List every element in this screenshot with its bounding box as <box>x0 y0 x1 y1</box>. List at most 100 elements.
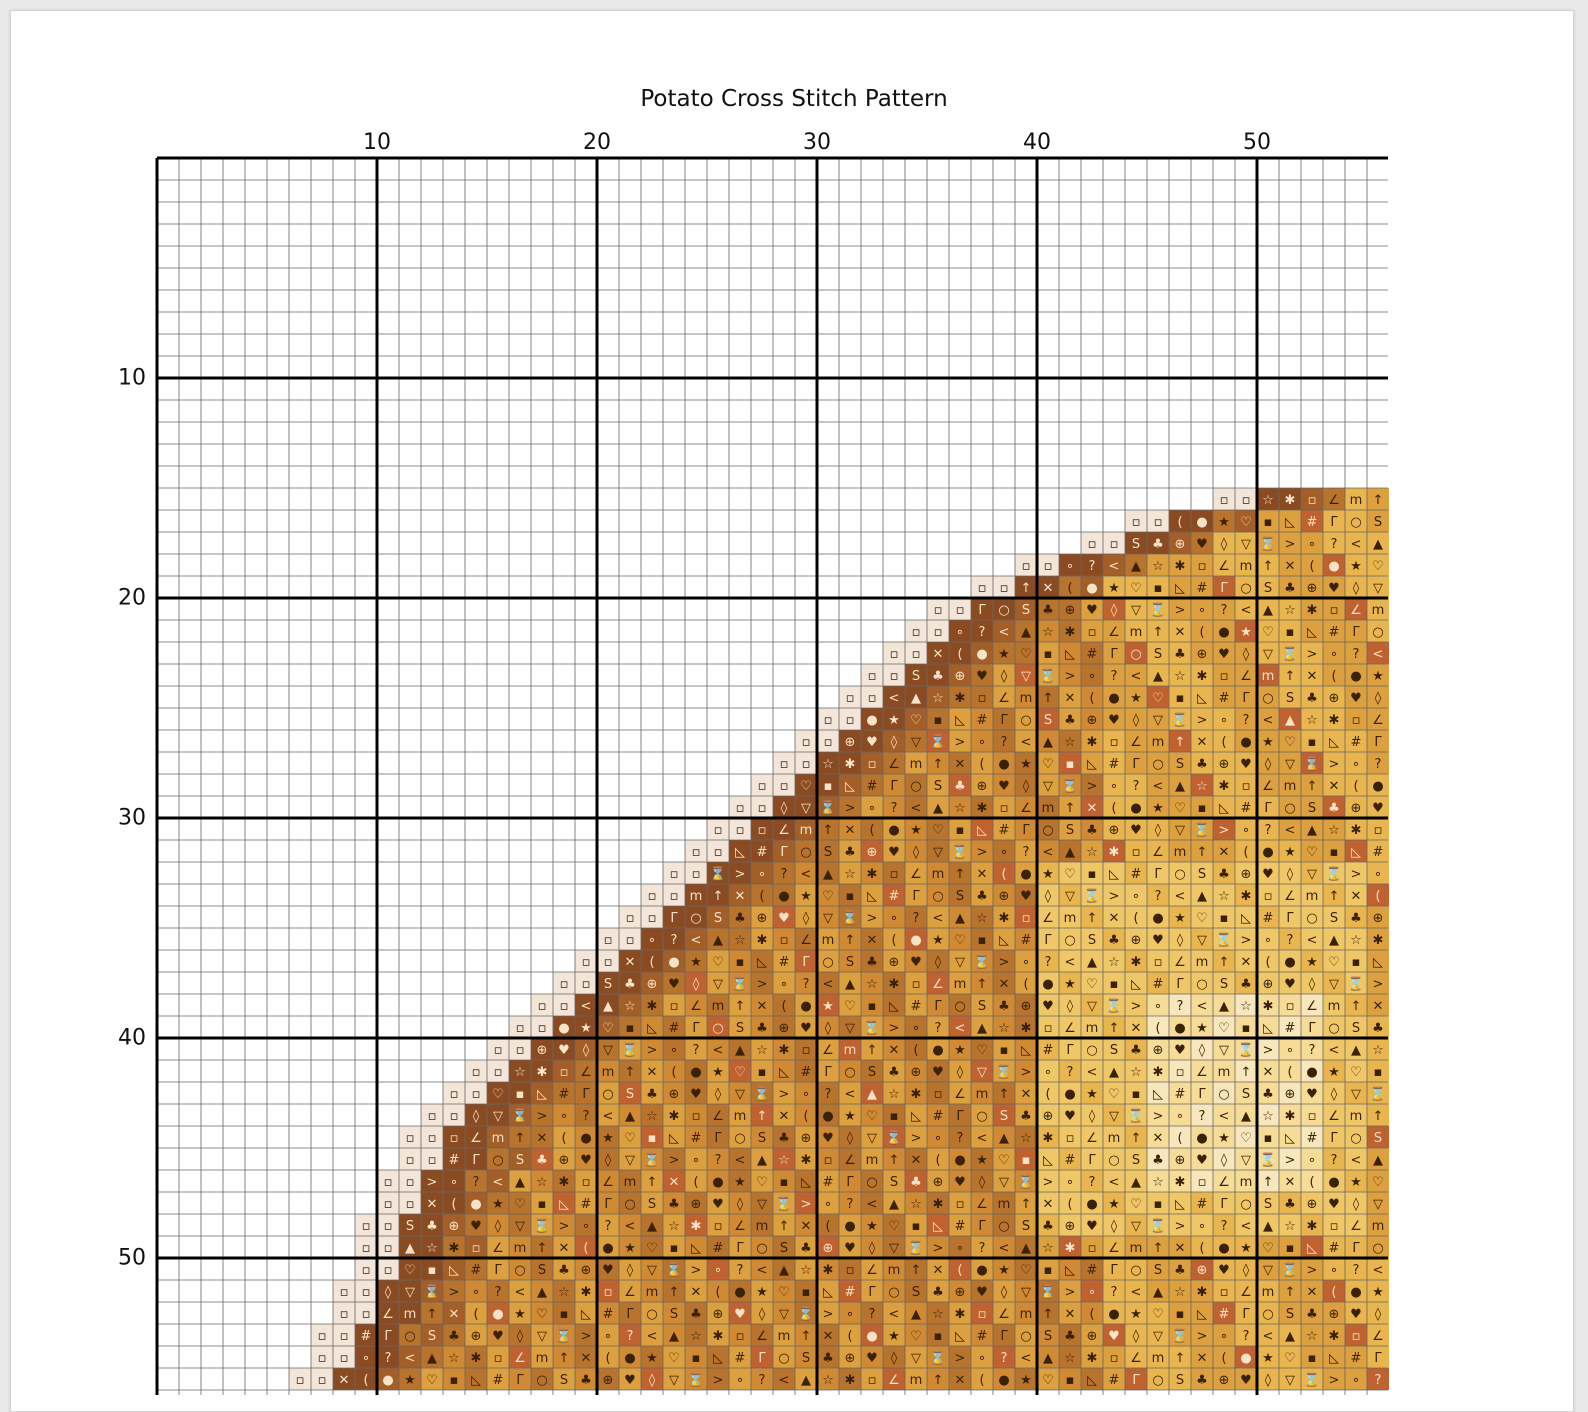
stitch-symbol: < <box>757 1263 768 1278</box>
stitch-cell <box>707 840 729 862</box>
stitch-cell <box>1081 1126 1103 1148</box>
stitch-symbol: # <box>1263 911 1274 926</box>
stitch-cell <box>597 1170 619 1192</box>
row-number-50: 50 <box>118 1245 146 1271</box>
stitch-symbol: ✕ <box>735 889 746 904</box>
stitch-cell <box>993 598 1015 620</box>
stitch-cell <box>1147 598 1169 620</box>
stitch-symbol: ▲ <box>1197 889 1207 904</box>
column-number-30: 30 <box>803 130 831 155</box>
stitch-symbol: ? <box>1045 955 1052 970</box>
stitch-cell <box>421 1192 443 1214</box>
stitch-symbol: ⌛ <box>908 1240 924 1256</box>
stitch-symbol: ✱ <box>1307 1219 1318 1234</box>
stitch-symbol: ▫ <box>362 1285 371 1300</box>
stitch-symbol: ↑ <box>537 1241 548 1256</box>
stitch-cell <box>663 1214 685 1236</box>
stitch-cell <box>685 972 707 994</box>
stitch-symbol: ♥ <box>1350 691 1362 706</box>
stitch-symbol: ♣ <box>976 889 988 904</box>
stitch-symbol: ★ <box>976 1153 988 1168</box>
stitch-cell <box>949 686 971 708</box>
stitch-symbol: > <box>955 1351 966 1366</box>
stitch-symbol: ○ <box>998 603 1009 618</box>
stitch-cell <box>1279 1170 1301 1192</box>
stitch-cell <box>421 1258 443 1280</box>
stitch-symbol: ∘ <box>780 977 788 992</box>
stitch-cell <box>663 1126 685 1148</box>
stitch-cell <box>1345 598 1367 620</box>
stitch-symbol: # <box>1087 647 1098 662</box>
stitch-symbol: m <box>1152 1351 1165 1366</box>
stitch-cell <box>509 1016 531 1038</box>
stitch-symbol: ♣ <box>558 1263 570 1278</box>
stitch-symbol: Γ <box>494 1263 502 1278</box>
stitch-symbol: ( <box>1243 845 1248 860</box>
stitch-symbol: ♣ <box>1152 1153 1164 1168</box>
stitch-cell <box>1103 532 1125 554</box>
stitch-cell <box>1301 1082 1323 1104</box>
stitch-cell <box>905 950 927 972</box>
stitch-symbol: Γ <box>1374 735 1382 750</box>
stitch-symbol: ◺ <box>1285 515 1295 530</box>
stitch-cell <box>883 818 905 840</box>
stitch-symbol: ♥ <box>624 1373 636 1388</box>
stitch-symbol: ( <box>363 1373 368 1388</box>
stitch-cell <box>1191 1148 1213 1170</box>
stitch-cell <box>971 774 993 796</box>
stitch-symbol: ⊕ <box>1087 713 1098 728</box>
stitch-symbol: ☆ <box>932 691 944 706</box>
stitch-symbol: # <box>779 955 790 970</box>
stitch-cell <box>1081 532 1103 554</box>
stitch-cell <box>993 1170 1015 1192</box>
stitch-cell <box>421 1170 443 1192</box>
stitch-cell <box>553 1038 575 1060</box>
stitch-symbol: < <box>823 977 834 992</box>
stitch-symbol: ▲ <box>1219 999 1229 1014</box>
stitch-symbol: ✕ <box>823 1329 834 1344</box>
stitch-symbol: ? <box>847 1197 854 1212</box>
stitch-symbol: m <box>888 1263 901 1278</box>
stitch-symbol: ▫ <box>1154 955 1163 970</box>
stitch-symbol: ⊕ <box>1307 581 1318 596</box>
stitch-symbol: ▪ <box>1264 1131 1273 1146</box>
stitch-symbol: ⊕ <box>603 1373 614 1388</box>
stitch-symbol: ▫ <box>1088 537 1097 552</box>
stitch-symbol: ? <box>935 1021 942 1036</box>
stitch-symbol: < <box>735 1153 746 1168</box>
stitch-symbol: ▫ <box>516 1043 525 1058</box>
stitch-symbol: ↑ <box>933 757 944 772</box>
stitch-symbol: ● <box>492 1307 503 1322</box>
stitch-cell <box>1257 532 1279 554</box>
stitch-symbol: ★ <box>1372 669 1384 684</box>
stitch-symbol: ? <box>1001 1351 1008 1366</box>
stitch-symbol: ▲ <box>735 1043 745 1058</box>
stitch-cell <box>949 1126 971 1148</box>
stitch-cell <box>1191 1126 1213 1148</box>
stitch-symbol: ♥ <box>1064 1109 1076 1124</box>
stitch-cell <box>1037 972 1059 994</box>
stitch-symbol: ♡ <box>734 1065 746 1080</box>
stitch-symbol: ∘ <box>1308 537 1316 552</box>
stitch-symbol: ▽ <box>405 1285 415 1300</box>
stitch-symbol: ★ <box>1218 515 1230 530</box>
stitch-cell <box>1235 752 1257 774</box>
stitch-cell <box>1103 1170 1125 1192</box>
stitch-cell <box>1147 796 1169 818</box>
stitch-symbol: ( <box>935 1153 940 1168</box>
stitch-cell <box>1191 708 1213 730</box>
stitch-symbol: ⊕ <box>1351 801 1362 816</box>
stitch-symbol: ? <box>1199 1109 1206 1124</box>
stitch-symbol: ◺ <box>1197 1307 1207 1322</box>
stitch-symbol: ⊕ <box>471 1329 482 1344</box>
stitch-cell <box>751 1236 773 1258</box>
stitch-symbol: < <box>801 867 812 882</box>
stitch-symbol: ▫ <box>384 1219 393 1234</box>
stitch-cell <box>1257 1170 1279 1192</box>
stitch-symbol: ◊ <box>1221 537 1228 552</box>
stitch-cell <box>1059 1016 1081 1038</box>
stitch-cell <box>487 1192 509 1214</box>
stitch-cell <box>773 862 795 884</box>
stitch-symbol: ▲ <box>1065 845 1075 860</box>
stitch-cell <box>971 928 993 950</box>
